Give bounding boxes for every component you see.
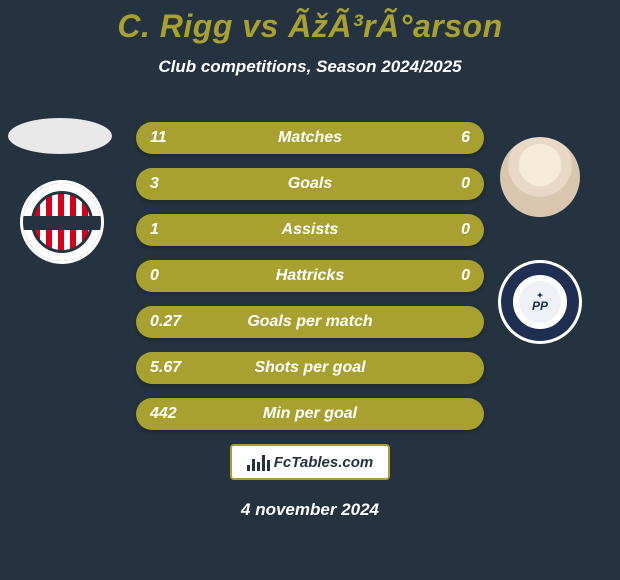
stat-label: Hattricks <box>200 267 420 285</box>
brand-badge: FcTables.com <box>230 444 390 480</box>
stat-value-left: 3 <box>150 175 200 193</box>
stat-label: Goals per match <box>200 313 420 331</box>
stat-value-right: 0 <box>420 221 470 239</box>
crest-icon <box>23 183 101 261</box>
stat-label: Shots per goal <box>200 359 420 377</box>
stat-value-left: 11 <box>150 129 200 147</box>
stat-label: Matches <box>200 129 420 147</box>
stat-value-right: 6 <box>420 129 470 147</box>
avatar-placeholder <box>500 137 580 217</box>
stat-label: Assists <box>200 221 420 239</box>
subtitle: Club competitions, Season 2024/2025 <box>0 57 620 77</box>
bar-chart-icon <box>247 453 270 471</box>
stat-row: 442Min per goal <box>136 398 484 430</box>
stat-label: Min per goal <box>200 405 420 423</box>
stat-row: 0.27Goals per match <box>136 306 484 338</box>
stat-row: 3Goals0 <box>136 168 484 200</box>
date-label: 4 november 2024 <box>0 500 620 520</box>
stat-value-left: 0.27 <box>150 313 200 331</box>
stat-value-right: 0 <box>420 267 470 285</box>
stat-label: Goals <box>200 175 420 193</box>
crest-icon: ✦ PP <box>501 263 579 341</box>
stat-value-left: 1 <box>150 221 200 239</box>
stats-table: 11Matches63Goals01Assists00Hattricks00.2… <box>136 122 484 444</box>
club-badge-left <box>20 180 104 264</box>
stat-value-left: 442 <box>150 405 200 423</box>
page-title: C. Rigg vs ÃžÃ³rÃ°arson <box>0 0 620 45</box>
stat-value-left: 5.67 <box>150 359 200 377</box>
avatar-placeholder <box>8 118 112 154</box>
club-badge-right: ✦ PP <box>498 260 582 344</box>
stat-row: 0Hattricks0 <box>136 260 484 292</box>
stat-row: 1Assists0 <box>136 214 484 246</box>
stat-value-left: 0 <box>150 267 200 285</box>
comparison-infographic: C. Rigg vs ÃžÃ³rÃ°arson Club competition… <box>0 0 620 580</box>
brand-text: FcTables.com <box>274 454 373 471</box>
player-avatar-right <box>500 137 580 217</box>
stat-row: 5.67Shots per goal <box>136 352 484 384</box>
crest-text: PP <box>532 300 548 312</box>
player-avatar-left <box>8 118 112 154</box>
stat-value-right: 0 <box>420 175 470 193</box>
stat-row: 11Matches6 <box>136 122 484 154</box>
